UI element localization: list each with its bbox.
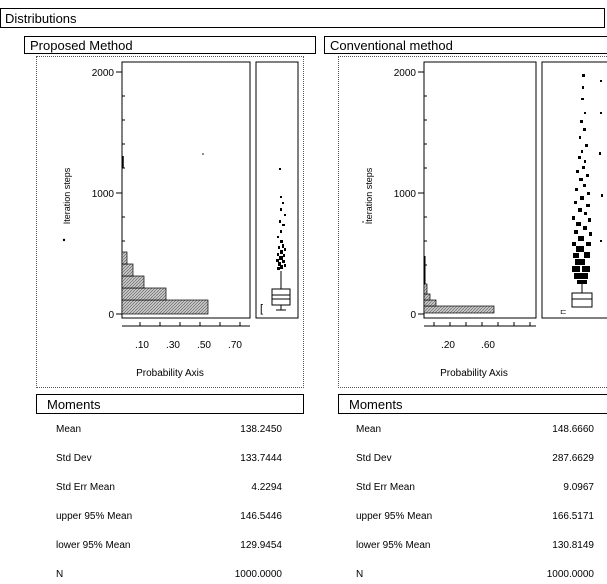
moment-value: 133.7444 <box>240 453 282 464</box>
moment-label: lower 95% Mean <box>56 540 131 551</box>
moment-value: 129.9454 <box>240 540 282 551</box>
x-tick-label: .70 <box>228 340 242 351</box>
moment-label: Mean <box>356 424 382 435</box>
y-tick-label: 2000 <box>92 68 115 79</box>
moment-label: Std Err Mean <box>356 482 415 493</box>
x-tick-label: .50 <box>197 340 211 351</box>
x-axis-label: Probability Axis <box>136 368 204 379</box>
y-tick-label: 1000 <box>394 189 417 200</box>
panel-title: Conventional method <box>330 38 453 53</box>
y-tick-label: 1000 <box>92 189 115 200</box>
y-tick-label: 0 <box>108 310 114 321</box>
svg-text:⊏: ⊏ <box>560 307 567 316</box>
moment-label: upper 95% Mean <box>356 511 433 522</box>
moment-value: 9.0967 <box>563 482 594 493</box>
moment-label: Std Err Mean <box>56 482 115 493</box>
box-plot-frame <box>541 61 607 319</box>
moment-value: 1000.0000 <box>546 569 594 580</box>
moment-label: N <box>56 569 64 580</box>
y-axis-label: Iteration steps <box>364 167 374 224</box>
moments-table-proposed: Mean 138.2450 Std Dev 133.7444 Std Err M… <box>56 424 306 584</box>
moment-value: 1000.0000 <box>234 569 282 580</box>
histogram-bar <box>423 299 437 307</box>
moment-label: N <box>356 569 364 580</box>
moments-header-conventional[interactable]: Moments <box>338 394 607 414</box>
histogram-bar <box>423 283 428 295</box>
plot-frame-proposed <box>36 56 304 388</box>
panel-header-proposed[interactable]: Proposed Method <box>24 36 316 54</box>
x-tick-label: .10 <box>135 340 149 351</box>
moment-label: Mean <box>56 424 82 435</box>
moment-value: 287.6629 <box>552 453 594 464</box>
panel-header-conventional[interactable]: Conventional method <box>324 36 607 54</box>
histogram-bar <box>121 287 167 301</box>
histogram-bar <box>121 263 134 277</box>
histogram-bar <box>121 299 209 315</box>
moments-header-proposed[interactable]: Moments <box>36 394 304 414</box>
box-plot-box <box>271 288 291 306</box>
y-tick-label: 0 <box>410 310 416 321</box>
x-axis-label: Probability Axis <box>440 368 508 379</box>
box-plot-outliers <box>572 74 603 284</box>
moment-value: 4.2294 <box>251 482 282 493</box>
moments-title: Moments <box>349 397 403 412</box>
moment-value: 130.8149 <box>552 540 594 551</box>
moment-label: upper 95% Mean <box>56 511 133 522</box>
histogram-plot-proposed: 2000 1000 0 Iteration steps .10 .30 .50 … <box>62 61 299 379</box>
moments-table-conventional: Mean 148.6660 Std Dev 287.6629 Std Err M… <box>356 424 606 584</box>
moment-label: Std Dev <box>356 453 392 464</box>
x-tick-label: .30 <box>166 340 180 351</box>
window-title: Distributions <box>0 8 605 28</box>
histogram-bar <box>423 305 495 314</box>
moment-value: 166.5171 <box>552 511 594 522</box>
svg-text:[: [ <box>260 303 263 315</box>
plot-frame-conventional <box>338 56 607 388</box>
y-tick-label: 2000 <box>394 68 417 79</box>
moment-value: 148.6660 <box>552 424 594 435</box>
box-plot-frame <box>255 61 299 319</box>
histogram-bar <box>121 275 145 289</box>
y-axis-label: Iteration steps <box>62 167 72 224</box>
histogram-plot-conventional: 2000 1000 0 Iteration steps .20 .60 Prob… <box>362 61 607 379</box>
panel-title: Proposed Method <box>30 38 133 53</box>
x-tick-label: .60 <box>481 340 495 351</box>
x-tick-label: .20 <box>441 340 455 351</box>
box-plot-box <box>571 292 593 308</box>
moments-title: Moments <box>47 397 101 412</box>
moment-label: lower 95% Mean <box>356 540 431 551</box>
histogram-frame <box>423 61 537 319</box>
box-plot-outliers <box>276 168 286 270</box>
histogram-bar <box>121 251 128 265</box>
moment-label: Std Dev <box>56 453 92 464</box>
histogram-bar <box>423 293 431 301</box>
moment-value: 138.2450 <box>240 424 282 435</box>
moment-value: 146.5446 <box>240 511 282 522</box>
